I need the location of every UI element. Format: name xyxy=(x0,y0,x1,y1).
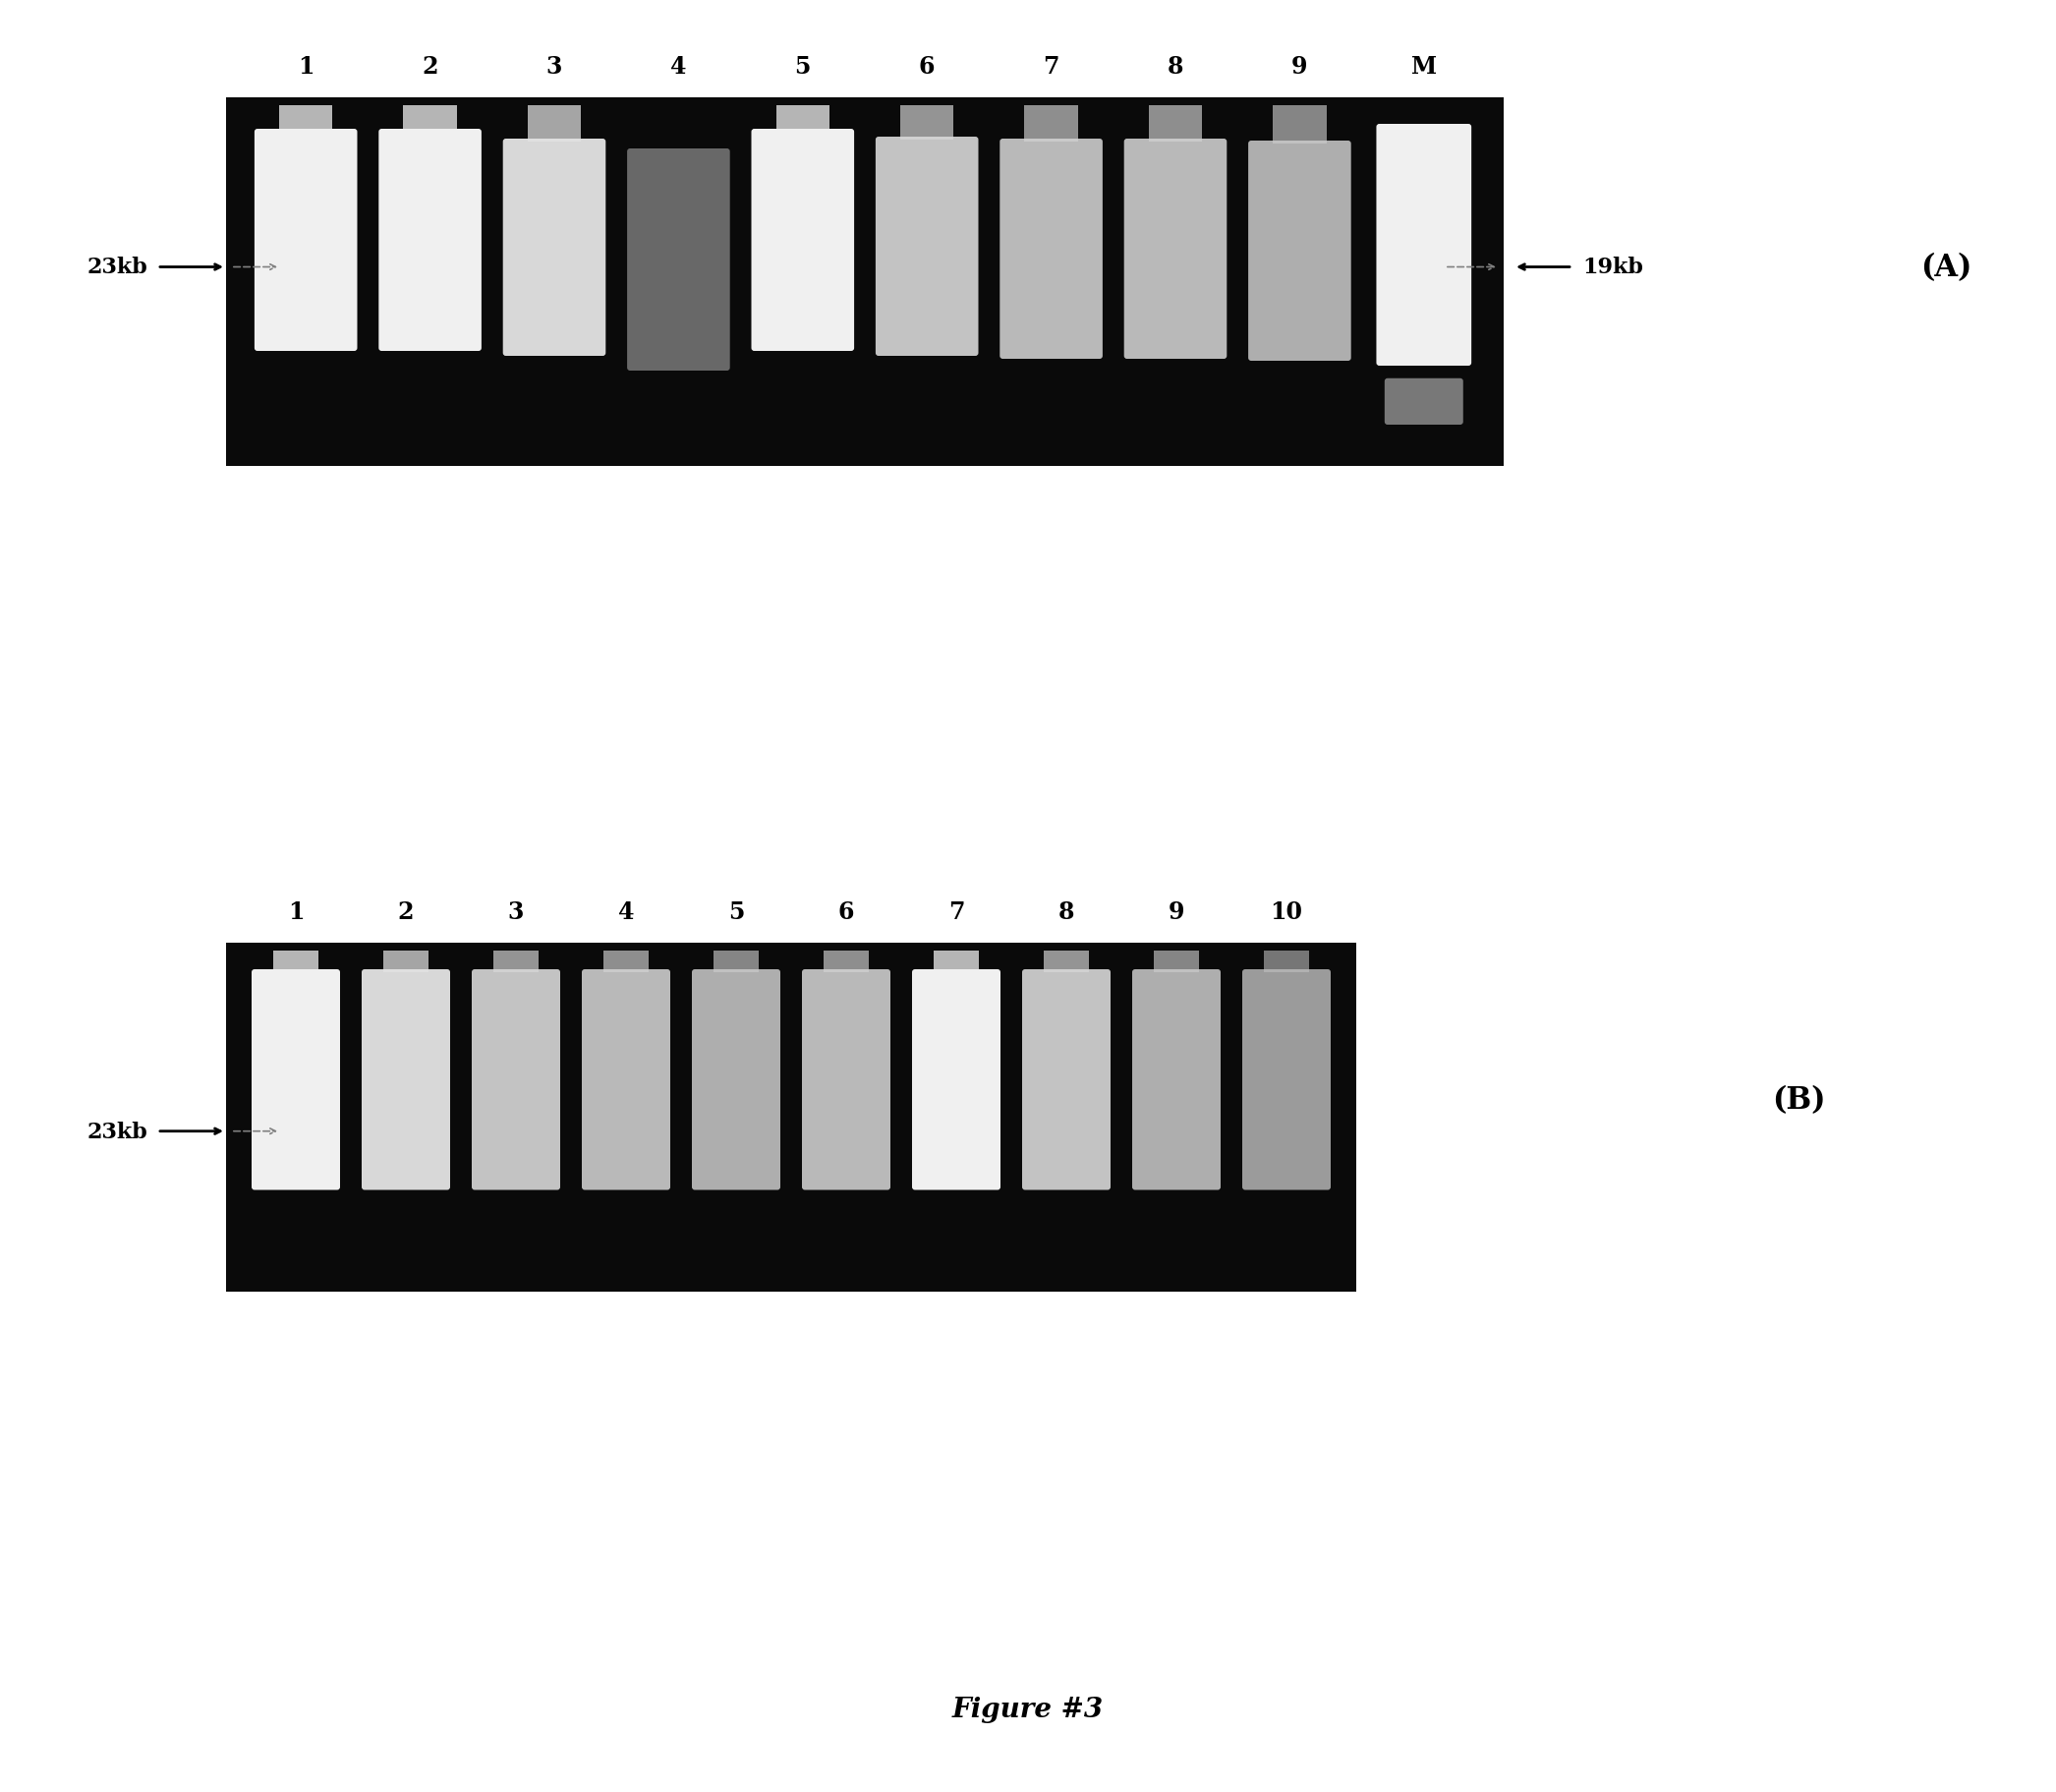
FancyBboxPatch shape xyxy=(1044,952,1090,973)
FancyBboxPatch shape xyxy=(471,969,559,1190)
FancyBboxPatch shape xyxy=(693,969,781,1190)
FancyBboxPatch shape xyxy=(1375,125,1472,366)
Text: 5: 5 xyxy=(796,56,810,79)
FancyBboxPatch shape xyxy=(1384,378,1464,425)
FancyBboxPatch shape xyxy=(1133,969,1221,1190)
Text: 23kb: 23kb xyxy=(86,256,148,278)
FancyBboxPatch shape xyxy=(1242,969,1330,1190)
Text: (B): (B) xyxy=(1772,1084,1826,1115)
Text: 1: 1 xyxy=(288,900,304,923)
FancyBboxPatch shape xyxy=(582,969,670,1190)
FancyBboxPatch shape xyxy=(750,129,853,351)
FancyBboxPatch shape xyxy=(1024,106,1077,142)
Text: 6: 6 xyxy=(919,56,935,79)
FancyBboxPatch shape xyxy=(403,106,456,133)
FancyBboxPatch shape xyxy=(999,140,1102,360)
Text: 3: 3 xyxy=(547,56,563,79)
FancyBboxPatch shape xyxy=(1125,140,1227,360)
FancyBboxPatch shape xyxy=(802,969,890,1190)
FancyBboxPatch shape xyxy=(1022,969,1110,1190)
Text: 8: 8 xyxy=(1168,56,1184,79)
Bar xyxy=(226,943,1357,1292)
FancyBboxPatch shape xyxy=(1264,952,1310,973)
Text: Figure #3: Figure #3 xyxy=(952,1697,1104,1722)
FancyBboxPatch shape xyxy=(273,952,319,973)
Text: 19kb: 19kb xyxy=(1583,256,1643,278)
Text: (A): (A) xyxy=(1920,253,1972,283)
Text: 23kb: 23kb xyxy=(86,1120,148,1142)
FancyBboxPatch shape xyxy=(378,129,481,351)
FancyBboxPatch shape xyxy=(255,129,358,351)
Text: 4: 4 xyxy=(619,900,633,923)
FancyBboxPatch shape xyxy=(362,969,450,1190)
FancyBboxPatch shape xyxy=(1248,142,1351,362)
FancyBboxPatch shape xyxy=(1149,106,1203,142)
FancyBboxPatch shape xyxy=(713,952,759,973)
Text: 6: 6 xyxy=(839,900,855,923)
FancyBboxPatch shape xyxy=(1153,952,1199,973)
Text: 9: 9 xyxy=(1291,56,1308,79)
FancyBboxPatch shape xyxy=(493,952,539,973)
Text: 7: 7 xyxy=(1042,56,1059,79)
FancyBboxPatch shape xyxy=(602,952,650,973)
Text: 2: 2 xyxy=(421,56,438,79)
Text: 7: 7 xyxy=(948,900,964,923)
Text: M: M xyxy=(1410,56,1437,79)
FancyBboxPatch shape xyxy=(901,106,954,140)
FancyBboxPatch shape xyxy=(627,149,730,371)
Text: 5: 5 xyxy=(728,900,744,923)
FancyBboxPatch shape xyxy=(933,952,979,973)
Text: 4: 4 xyxy=(670,56,687,79)
Text: 3: 3 xyxy=(508,900,524,923)
Text: 9: 9 xyxy=(1168,900,1184,923)
Text: 8: 8 xyxy=(1059,900,1075,923)
FancyBboxPatch shape xyxy=(528,106,582,142)
Text: 2: 2 xyxy=(397,900,413,923)
Text: 10: 10 xyxy=(1271,900,1304,923)
FancyBboxPatch shape xyxy=(913,969,1001,1190)
FancyBboxPatch shape xyxy=(280,106,333,133)
FancyBboxPatch shape xyxy=(775,106,829,133)
FancyBboxPatch shape xyxy=(876,138,979,357)
Text: 1: 1 xyxy=(298,56,315,79)
Bar xyxy=(226,99,1503,466)
FancyBboxPatch shape xyxy=(251,969,339,1190)
FancyBboxPatch shape xyxy=(504,140,607,357)
FancyBboxPatch shape xyxy=(824,952,870,973)
FancyBboxPatch shape xyxy=(1273,106,1326,145)
FancyBboxPatch shape xyxy=(382,952,428,973)
